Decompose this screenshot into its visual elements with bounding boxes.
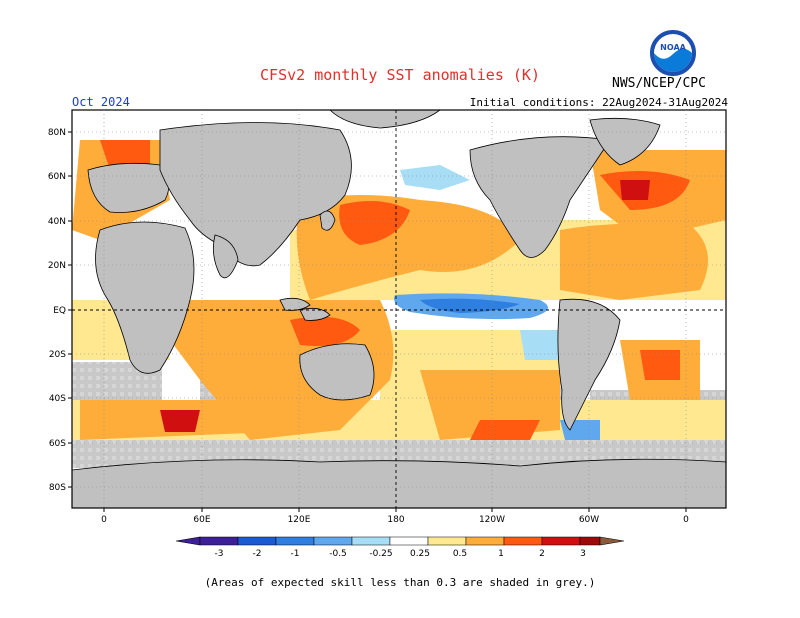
colorbar-label: -2: [253, 549, 262, 559]
colorbar-label: 1: [498, 549, 504, 559]
colorbar-segment: [237, 536, 277, 546]
noaa-logo-text: NOAA: [660, 43, 686, 52]
initial-conditions: Initial conditions: 22Aug2024-31Aug2024: [469, 96, 728, 109]
landmass-asia: [159, 122, 352, 267]
gridlines: [72, 110, 726, 508]
lat-label: 80N: [48, 128, 66, 138]
lon-label: 60E: [193, 515, 210, 525]
colorbar-high-arrow: [599, 536, 625, 546]
latitude-axis: 80N 60N 40N 20N EQ 20S 40S 60S 80S: [48, 128, 72, 493]
colorbar-label: 2: [539, 549, 545, 559]
colorbar-label: 3: [580, 549, 586, 559]
landmass-south-america: [557, 298, 621, 431]
lon-label: 180: [387, 515, 404, 525]
lat-label: 80S: [49, 483, 66, 493]
landmass-antarctica: [72, 458, 726, 508]
landmass-australia: [299, 343, 375, 401]
forecast-month: Oct 2024: [72, 95, 130, 109]
colorbar-segment: [275, 536, 315, 546]
colorbar-segment: [579, 536, 601, 546]
landmass-europe: [87, 162, 170, 213]
lon-label: 120W: [479, 515, 505, 525]
lat-label: 40S: [49, 394, 66, 404]
lat-label: 60S: [49, 439, 66, 449]
skill-footnote: (Areas of expected skill less than 0.3 a…: [204, 576, 596, 589]
lat-label: 40N: [48, 217, 66, 227]
colorbar-segment: [199, 536, 239, 546]
lon-label: 0: [101, 515, 107, 525]
colorbar-segment: [503, 536, 543, 546]
landmass-greenland: [589, 117, 661, 166]
colorbar-label: 0.25: [410, 549, 430, 559]
lon-label: 0: [683, 515, 689, 525]
colorbar-label: -1: [291, 549, 300, 559]
lon-label: 60W: [579, 515, 599, 525]
colorbar-segment: [351, 536, 391, 546]
landmass-africa: [95, 221, 195, 374]
landmass-india: [212, 234, 239, 279]
colorbar-segment: [389, 536, 429, 546]
colorbar-segment: [427, 536, 467, 546]
colorbar-segment: [465, 536, 505, 546]
colorbar-label: -3: [215, 549, 224, 559]
chart-title: CFSv2 monthly SST anomalies (K): [260, 66, 540, 84]
colorbar-label: -0.25: [369, 549, 392, 559]
landmass-north-america: [469, 136, 611, 258]
lat-label: EQ: [53, 306, 66, 316]
lon-label: 120E: [288, 515, 311, 525]
noaa-logo: NOAA: [650, 30, 696, 76]
colorbar: -3 -2 -1 -0.5 -0.25 0.25 0.5 1 2 3: [175, 536, 625, 559]
colorbar-low-arrow: [175, 536, 201, 546]
colorbar-label: -0.5: [329, 549, 347, 559]
lat-label: 60N: [48, 172, 66, 182]
agency-label: NWS/NCEP/CPC: [612, 76, 706, 91]
map-frame: [71, 109, 727, 509]
colorbar-label: 0.5: [453, 549, 467, 559]
longitude-axis: 0 60E 120E 180 120W 60W 0: [101, 508, 689, 525]
reference-lines: [72, 110, 726, 508]
lat-label: 20N: [48, 261, 66, 271]
landmass-arctic: [329, 110, 441, 129]
colorbar-segment: [541, 536, 581, 546]
colorbar-segment: [313, 536, 353, 546]
lat-label: 20S: [49, 350, 66, 360]
land-masses: [72, 110, 726, 508]
